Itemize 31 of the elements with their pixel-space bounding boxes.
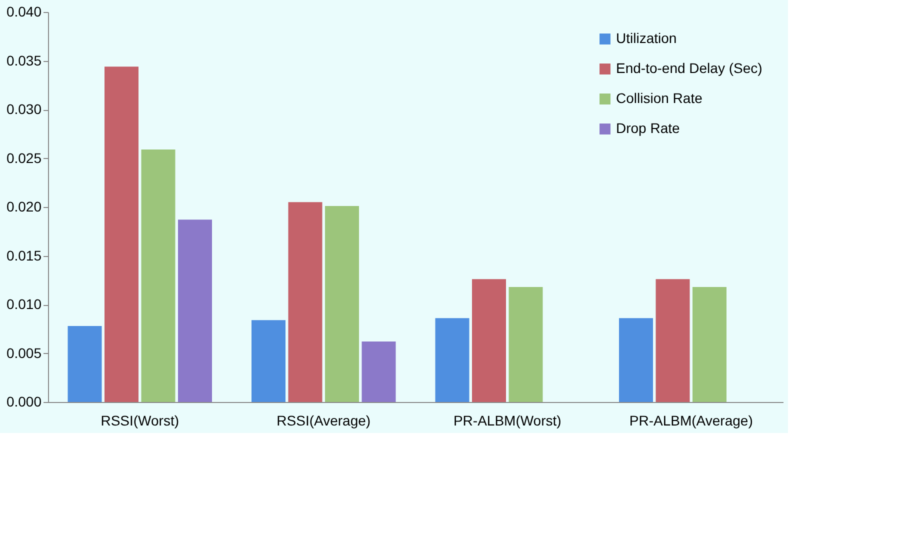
y-tick-label: 0.015 — [6, 247, 42, 264]
x-tick-label: PR-ALBM(Worst) — [453, 412, 562, 428]
bar — [141, 149, 176, 402]
legend-label: Drop Rate — [616, 120, 680, 136]
bar — [325, 206, 359, 402]
x-tick-label: RSSI(Worst) — [100, 412, 180, 428]
x-tick-label: PR-ALBM(Average) — [629, 412, 753, 428]
bar — [692, 286, 726, 402]
bar — [288, 202, 322, 402]
y-tick-label: 0.005 — [6, 344, 42, 361]
y-tick-label: 0.025 — [6, 150, 42, 166]
y-tick-label: 0.020 — [6, 198, 42, 214]
bar — [435, 318, 470, 402]
legend-label: Utilization — [616, 30, 677, 46]
x-tick-label: RSSI(Average) — [276, 412, 371, 428]
bar — [178, 220, 212, 402]
y-tick-label: 0.010 — [6, 296, 42, 312]
bar — [362, 342, 396, 402]
bar — [619, 318, 653, 402]
legend-label: End-to-end Delay (Sec) — [616, 60, 762, 76]
y-tick-label: 0.040 — [6, 4, 42, 20]
y-tick-label: 0.000 — [6, 394, 42, 410]
bar — [252, 320, 286, 402]
bar — [104, 66, 138, 402]
bar — [656, 279, 690, 402]
bar — [472, 279, 506, 402]
y-tick-label: 0.035 — [6, 52, 42, 68]
bar — [508, 286, 543, 402]
bar — [68, 326, 102, 402]
y-tick-label: 0.030 — [6, 101, 42, 117]
legend-label: Collision Rate — [616, 90, 703, 106]
